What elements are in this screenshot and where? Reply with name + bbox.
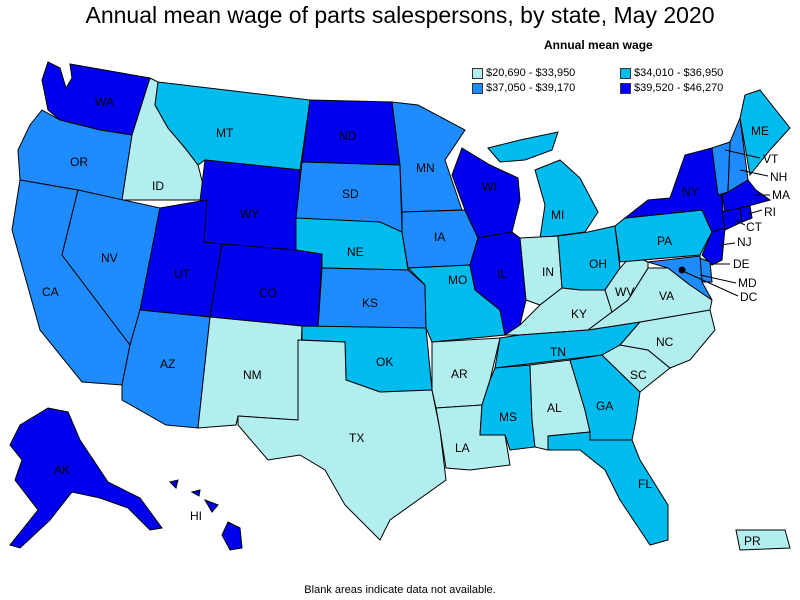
state-mn[interactable] <box>391 101 466 213</box>
state-label-ar: AR <box>451 367 468 381</box>
state-nj[interactable] <box>701 227 726 266</box>
state-label-id: ID <box>152 179 164 193</box>
state-pr[interactable] <box>735 529 791 551</box>
legend-swatch <box>620 83 631 94</box>
state-label-nm: NM <box>243 368 262 382</box>
state-label-il: IL <box>497 267 507 281</box>
legend-label: $34,010 - $36,950 <box>634 67 724 79</box>
state-label-la: LA <box>455 441 470 455</box>
state-label-ny: NY <box>682 185 699 199</box>
state-wv[interactable] <box>604 254 649 313</box>
state-label-sc: SC <box>630 368 647 382</box>
state-label-ma: MA <box>772 188 790 202</box>
state-hi-island-2[interactable] <box>203 499 219 513</box>
state-label-nd: ND <box>339 129 357 143</box>
state-label-al: AL <box>547 401 562 415</box>
state-label-wy: WY <box>240 207 259 221</box>
callout-line-ri <box>747 209 763 215</box>
state-hi-island-3[interactable] <box>169 479 179 489</box>
state-label-nc: NC <box>656 335 674 349</box>
state-label-md: MD <box>738 276 757 290</box>
state-label-ri: RI <box>764 205 776 219</box>
legend-swatch <box>472 68 483 79</box>
legend-title: Annual mean wage <box>544 38 653 52</box>
state-label-or: OR <box>70 155 88 169</box>
state-mi[interactable] <box>534 159 599 239</box>
callout-line-nj <box>719 242 736 246</box>
state-label-mi: MI <box>551 208 564 222</box>
state-label-me: ME <box>751 124 769 138</box>
state-label-wa: WA <box>95 95 114 109</box>
state-label-hi: HI <box>190 509 202 523</box>
state-label-mn: MN <box>416 161 435 175</box>
state-wy[interactable] <box>194 159 301 251</box>
legend-label: $37,050 - $39,170 <box>486 82 576 94</box>
state-ri[interactable] <box>739 205 753 223</box>
legend-swatch <box>620 68 631 79</box>
state-label-wv: WV <box>615 285 634 299</box>
callout-line-dc <box>684 271 739 297</box>
state-label-vt: VT <box>763 152 779 166</box>
state-md[interactable] <box>647 255 713 301</box>
state-ak[interactable] <box>9 407 163 549</box>
state-label-ca: CA <box>42 285 59 299</box>
state-label-co: CO <box>259 286 277 300</box>
state-me[interactable] <box>739 89 791 177</box>
callout-line-ct <box>734 219 746 226</box>
state-fl[interactable] <box>547 431 669 546</box>
state-hi[interactable] <box>221 521 243 551</box>
state-label-ky: KY <box>571 307 587 321</box>
state-label-de: DE <box>733 257 750 271</box>
state-label-nj: NJ <box>737 235 752 249</box>
map-title: Annual mean wage of parts salespersons, … <box>85 2 715 28</box>
state-label-oh: OH <box>589 257 607 271</box>
legend-label: $20,690 - $33,950 <box>486 67 576 79</box>
state-label-ms: MS <box>499 410 517 424</box>
state-label-ne: NE <box>347 245 364 259</box>
state-label-mt: MT <box>216 126 234 140</box>
legend-label: $39,520 - $46,270 <box>634 82 724 94</box>
state-label-sd: SD <box>342 187 359 201</box>
state-mi-up[interactable] <box>487 131 559 163</box>
legend-swatch <box>472 83 483 94</box>
state-label-dc: DC <box>740 290 758 304</box>
state-label-ga: GA <box>596 399 613 413</box>
state-label-pr: PR <box>744 534 761 548</box>
state-hi-island-4[interactable] <box>190 489 201 497</box>
state-label-mo: MO <box>448 273 467 287</box>
state-label-ia: IA <box>434 230 445 244</box>
state-label-pa: PA <box>657 234 672 248</box>
state-label-nv: NV <box>101 251 118 265</box>
state-label-ct: CT <box>746 220 763 234</box>
callout-line-md <box>699 274 737 284</box>
state-label-ok: OK <box>376 355 393 369</box>
state-label-va: VA <box>659 289 674 303</box>
state-tx[interactable] <box>237 339 447 541</box>
state-label-fl: FL <box>638 477 652 491</box>
state-label-az: AZ <box>160 357 175 371</box>
footnote: Blank areas indicate data not available. <box>304 584 496 596</box>
state-label-wi: WI <box>482 180 497 194</box>
state-label-ut: UT <box>174 267 191 281</box>
state-label-ks: KS <box>362 296 378 310</box>
state-dc[interactable] <box>678 266 686 274</box>
callout-line-nh <box>739 169 769 177</box>
state-label-tx: TX <box>349 431 364 445</box>
callout-line-vt <box>724 149 761 159</box>
state-label-ak: AK <box>54 463 70 477</box>
state-label-in: IN <box>542 265 554 279</box>
state-label-tn: TN <box>550 345 566 359</box>
state-label-nh: NH <box>770 170 787 184</box>
state-ct[interactable] <box>721 207 743 231</box>
